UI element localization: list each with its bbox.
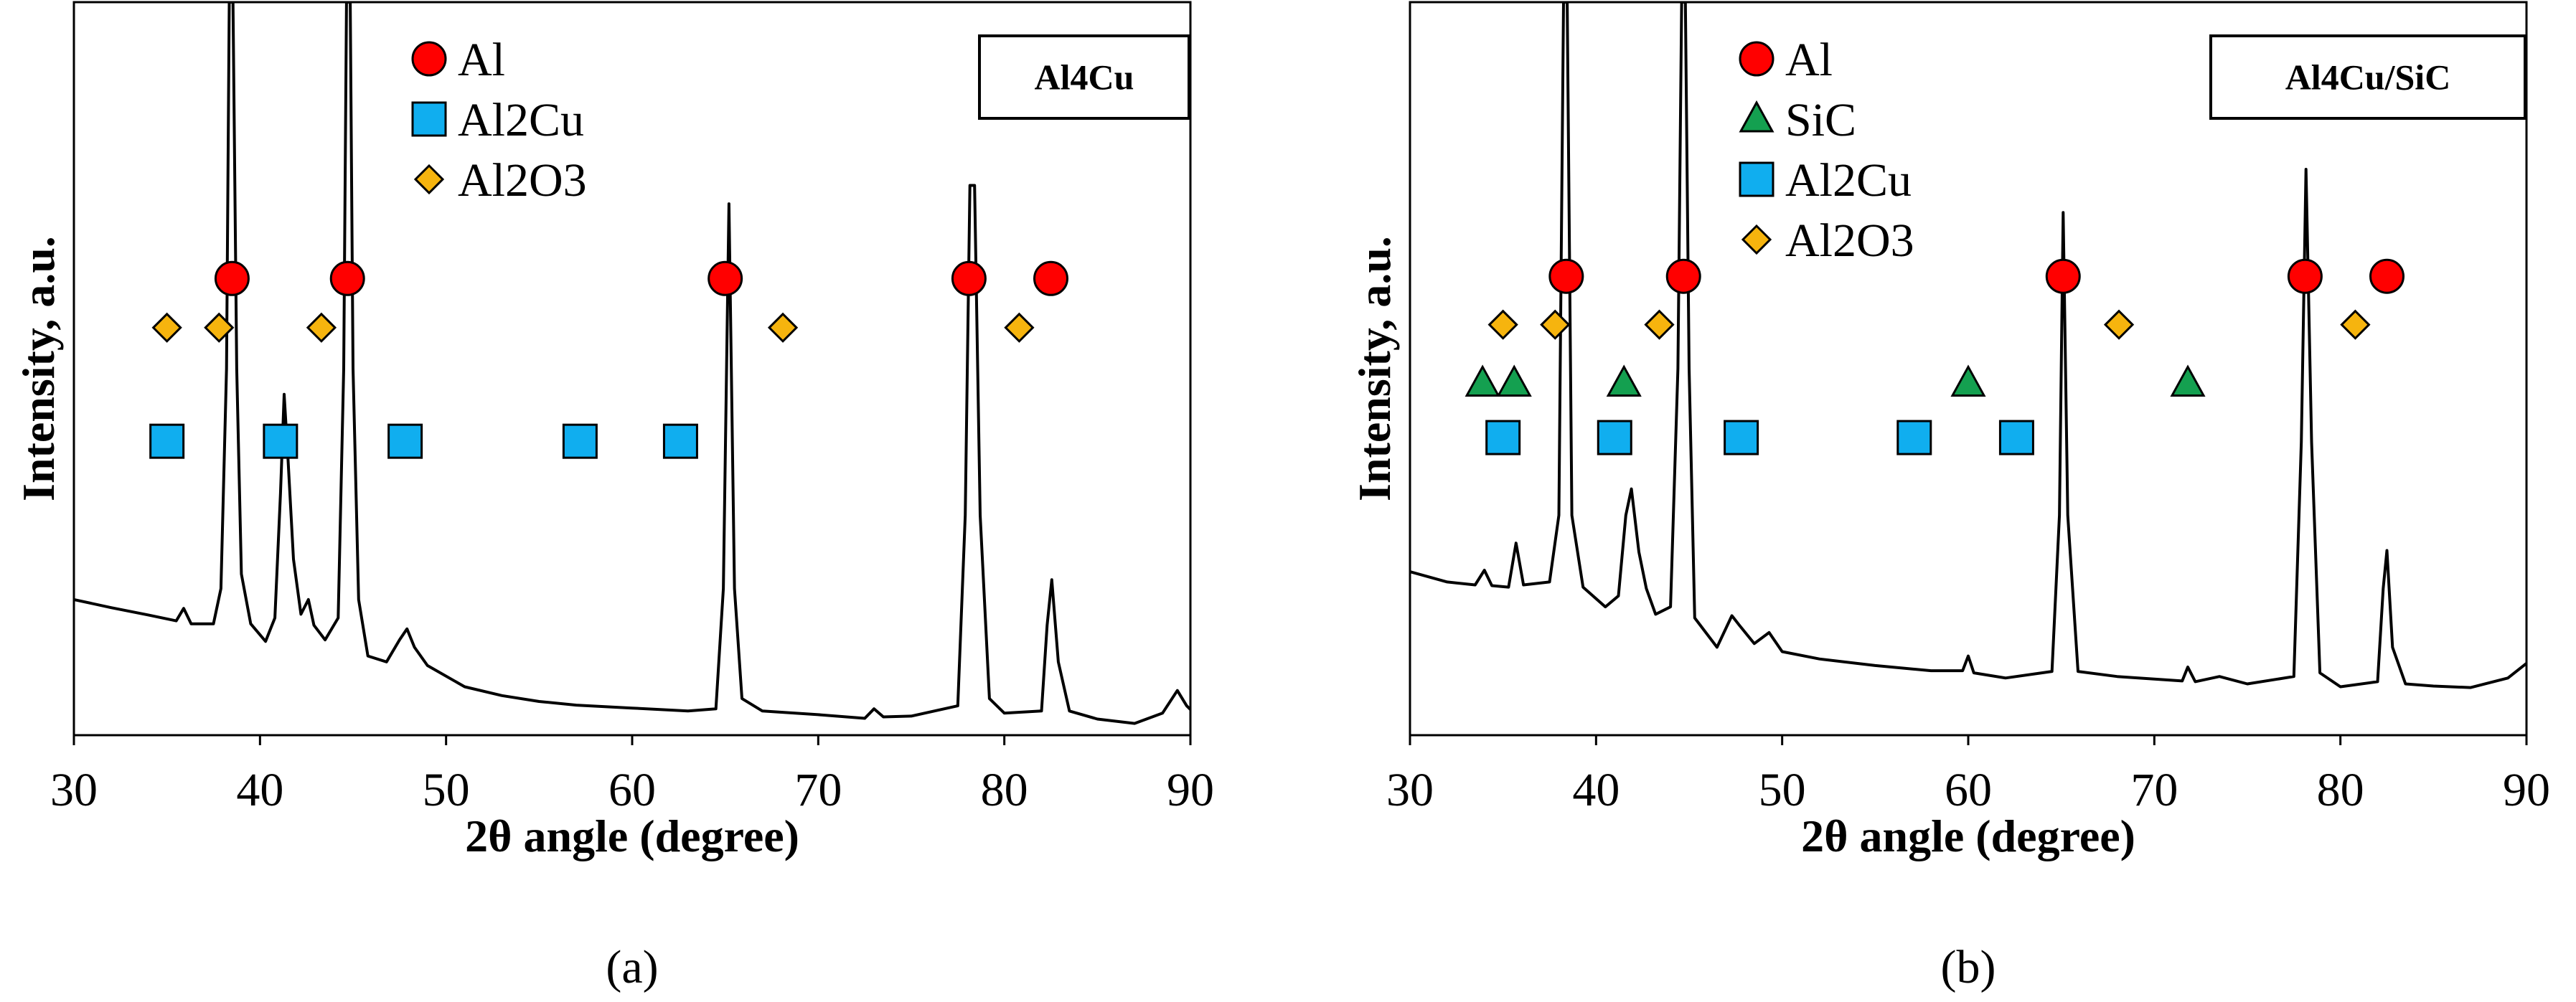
panel-label: (b)	[1941, 941, 1996, 993]
x-tick-label: 70	[794, 764, 842, 816]
x-tick-label: 30	[1386, 764, 1434, 816]
al2cu-peak-marker	[1724, 420, 1759, 455]
al2cu-peak-marker	[263, 423, 299, 459]
al-peak-marker	[214, 260, 250, 296]
al-peak-marker	[329, 260, 365, 296]
al-peak-marker	[2045, 258, 2081, 294]
legend-sic-label: SiC	[1785, 94, 1856, 146]
sic-peak-marker	[2170, 364, 2206, 397]
x-tick-label: 50	[423, 764, 470, 816]
panel-label: (a)	[606, 941, 658, 993]
legend-al-symbol	[1739, 41, 1774, 77]
al2cu-peak-marker	[662, 423, 698, 459]
al2cu-peak-marker	[1896, 420, 1932, 455]
al2cu-peak-marker	[562, 423, 598, 459]
al2cu-peak-marker	[1597, 420, 1632, 455]
legend-al2cu-symbol	[1739, 161, 1774, 197]
al-peak-marker	[708, 260, 743, 296]
al2o3-peak-marker	[306, 312, 337, 343]
legend-al2o3-label: Al2O3	[458, 154, 587, 207]
al-peak-marker	[2369, 258, 2405, 294]
sic-peak-marker	[1465, 364, 1500, 397]
chart-panel-b: 30 40 50 60 70 80 90 2θ angle (degree) Intensity…	[1288, 0, 2576, 1002]
x-tick-label: 90	[2503, 764, 2550, 816]
x-tick-label: 60	[1945, 764, 1992, 816]
sic-peak-marker	[1496, 364, 1532, 397]
y-axis-title: Intensity, a.u.	[1349, 236, 1400, 501]
sample-label: Al4Cu	[1035, 57, 1134, 98]
xrd-chart-b: 30 40 50 60 70 80 90 2θ angle (degree) Intensity…	[1349, 1, 2550, 993]
legend-al2cu-symbol	[411, 101, 447, 137]
al2o3-peak-marker	[204, 312, 235, 343]
legend-al2o3-symbol	[413, 164, 445, 195]
sample-label: Al4Cu/SiC	[2285, 57, 2451, 98]
al2o3-peak-marker	[2340, 309, 2371, 340]
legend-sic-symbol	[1739, 100, 1774, 133]
sic-peak-marker	[1950, 364, 1986, 397]
xrd-chart-a: 30 40 50 60 70 80 90 2θ angle (degree) Intensity…	[13, 1, 1214, 993]
al2cu-peak-marker	[387, 423, 423, 459]
x-tick-label: 50	[1759, 764, 1806, 816]
xrd-pattern-line	[1410, 2, 2526, 689]
al2cu-peak-marker	[149, 423, 185, 459]
al2o3-peak-marker	[1644, 309, 1675, 340]
al2o3-peak-marker	[1004, 312, 1035, 343]
x-tick-label: 60	[608, 764, 656, 816]
al2o3-peak-marker	[151, 312, 182, 343]
legend-al2cu-label: Al2Cu	[1785, 154, 1912, 207]
x-tick-label: 40	[236, 764, 283, 816]
al2o3-peak-marker	[767, 312, 799, 343]
x-tick-label: 30	[50, 764, 98, 816]
al2o3-peak-marker	[2103, 309, 2135, 340]
legend-al2cu-label: Al2Cu	[458, 94, 584, 146]
al-peak-marker	[951, 260, 987, 296]
legend-al2o3-label: Al2O3	[1785, 214, 1914, 267]
y-axis-title: Intensity, a.u.	[13, 236, 64, 501]
sample-label-box	[2209, 34, 2526, 120]
x-tick-label: 40	[1572, 764, 1620, 816]
x-tick-label: 90	[1167, 764, 1214, 816]
xrd-pattern-line	[74, 2, 1190, 725]
al-peak-marker	[2287, 258, 2323, 294]
x-axis-title: 2θ angle (degree)	[465, 810, 799, 861]
al-peak-marker	[1665, 258, 1701, 294]
chart-panel-a: 30 40 50 60 70 80 90 2θ angle (degree) Intensity…	[13, 1, 1214, 993]
sample-label-box	[978, 34, 1190, 120]
x-tick-label: 80	[2317, 764, 2364, 816]
al-peak-marker	[1033, 260, 1068, 296]
sic-peak-marker	[1606, 364, 1642, 397]
al2o3-peak-marker	[1487, 309, 1518, 340]
legend-al2o3-symbol	[1741, 224, 1772, 255]
legend-al-symbol	[411, 41, 447, 77]
al2o3-peak-marker	[1540, 309, 1571, 340]
al-peak-marker	[1548, 258, 1584, 294]
x-axis-title: 2θ angle (degree)	[1801, 810, 2135, 861]
al2cu-peak-marker	[1485, 420, 1521, 455]
al2cu-peak-marker	[1998, 420, 2034, 455]
x-tick-label: 80	[981, 764, 1028, 816]
legend-al-label: Al	[1785, 34, 1833, 86]
legend-al-label: Al	[458, 34, 505, 86]
x-tick-label: 70	[2130, 764, 2178, 816]
